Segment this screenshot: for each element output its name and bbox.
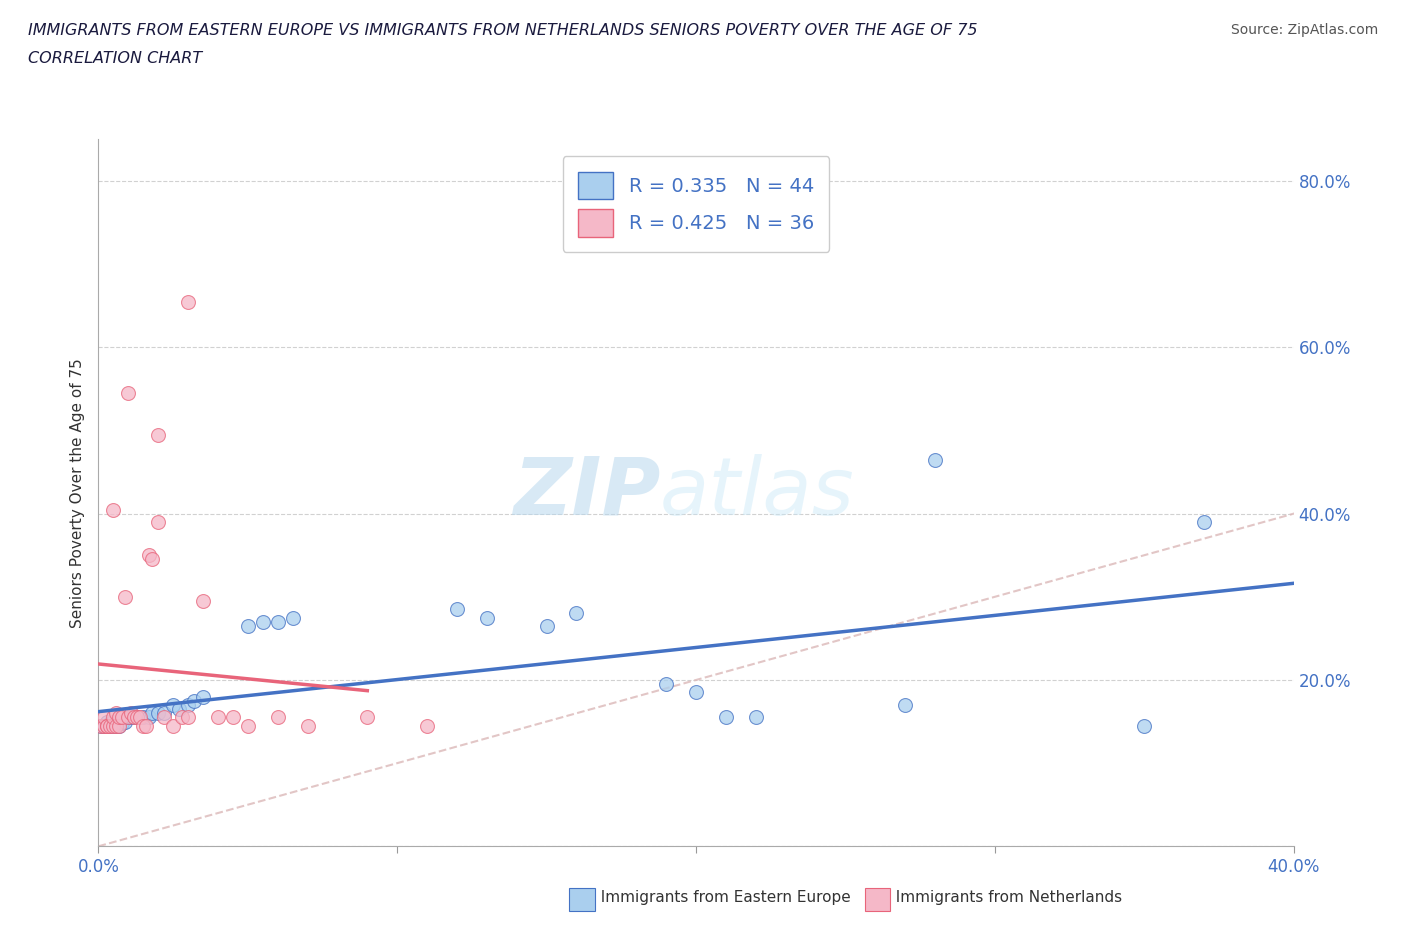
Point [117,710,139,724]
Point [183,694,205,709]
Point [111,716,134,731]
Point [108,714,131,729]
Point [96,718,118,733]
Point [191,593,214,608]
Point [177,710,200,724]
Point [153,710,176,724]
Point [222,710,245,724]
Text: atlas: atlas [661,454,855,532]
Point [281,610,304,625]
Point [894,698,917,712]
Point [267,710,290,724]
Text: IMMIGRANTS FROM EASTERN EUROPE VS IMMIGRANTS FROM NETHERLANDS SENIORS POVERTY OV: IMMIGRANTS FROM EASTERN EUROPE VS IMMIGR… [28,23,977,38]
Point [98,718,122,733]
Point [148,706,170,721]
Point [141,552,163,567]
Point [138,710,160,724]
Point [120,710,142,724]
Text: CORRELATION CHART: CORRELATION CHART [28,51,202,66]
Point [685,685,707,700]
Point [93,718,115,733]
Point [565,606,588,621]
Point [297,718,319,733]
Point [236,718,259,733]
Point [207,710,229,724]
Point [167,701,190,716]
Point [96,718,118,733]
Point [177,294,200,309]
Point [132,710,155,724]
Point [1192,514,1215,529]
Point [714,710,737,724]
Point [236,618,259,633]
Point [745,710,768,724]
Point [924,452,946,467]
Point [416,718,439,733]
Point [103,718,125,733]
Point [120,706,142,721]
Point [103,718,125,733]
Point [124,710,146,724]
Point [105,718,128,733]
Point [96,714,118,729]
Point [267,615,290,630]
Point [114,714,136,729]
Point [103,710,125,724]
Text: Immigrants from Netherlands: Immigrants from Netherlands [886,890,1122,905]
Point [172,710,194,724]
Point [117,710,139,724]
Point [98,718,122,733]
Point [132,718,155,733]
Point [98,716,122,731]
Point [655,677,678,692]
Point [111,710,134,724]
Point [90,718,112,733]
Point [135,718,157,733]
Point [148,514,170,529]
Point [162,698,184,712]
Point [141,706,163,721]
Point [108,718,131,733]
Point [108,718,131,733]
Point [105,718,128,733]
Point [103,502,125,517]
Point [124,710,146,724]
Legend: R = 0.335   N = 44, R = 0.425   N = 36: R = 0.335 N = 44, R = 0.425 N = 36 [562,156,830,252]
Point [446,602,468,617]
Point [162,718,184,733]
Point [153,706,176,721]
Point [90,718,112,733]
Point [96,718,118,733]
Point [93,718,115,733]
Point [148,427,170,442]
Text: ZIP: ZIP [513,454,661,532]
Point [177,698,200,712]
Point [252,615,274,630]
Text: Source: ZipAtlas.com: Source: ZipAtlas.com [1230,23,1378,37]
Point [108,710,131,724]
Point [127,710,149,724]
Point [117,386,139,401]
Point [356,710,378,724]
Y-axis label: Seniors Poverty Over the Age of 75: Seniors Poverty Over the Age of 75 [69,358,84,628]
Text: Immigrants from Eastern Europe: Immigrants from Eastern Europe [591,890,851,905]
Point [105,706,128,721]
Point [138,548,160,563]
Point [129,710,152,724]
Point [127,710,149,724]
Point [105,716,128,731]
Point [536,618,558,633]
Point [1133,718,1156,733]
Point [114,590,136,604]
Point [475,610,498,625]
Point [93,710,115,724]
Point [103,714,125,729]
Point [191,689,214,704]
